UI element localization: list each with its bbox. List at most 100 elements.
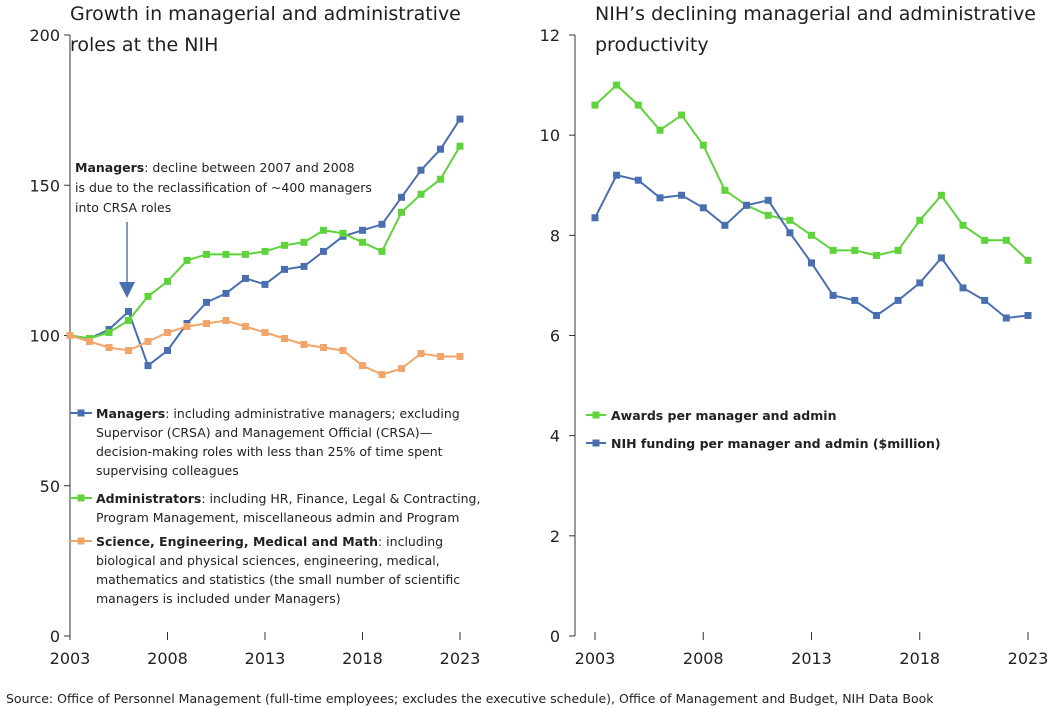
data-point-administrators bbox=[105, 329, 113, 336]
data-point-managers bbox=[300, 262, 308, 270]
data-point-administrators bbox=[437, 175, 444, 183]
x-tick-label: 2013 bbox=[245, 649, 286, 668]
data-point-science bbox=[105, 344, 113, 351]
annotation-line-3: into CRSA roles bbox=[75, 200, 171, 215]
legend-item-awards: Awards per manager and admin bbox=[586, 408, 836, 423]
data-point-administrators bbox=[417, 190, 425, 198]
data-point-science bbox=[359, 362, 366, 370]
y-tick-label: 0 bbox=[550, 627, 560, 646]
data-point-science bbox=[183, 323, 191, 330]
data-point-managers bbox=[281, 265, 288, 273]
legend-line: Science, Engineering, Medical and Math: … bbox=[96, 534, 443, 549]
y-axis-ticks: 0 2 4 6 8 10 12 bbox=[540, 26, 575, 646]
legend-line: decision-making roles with less than 25%… bbox=[96, 444, 443, 459]
series-funding bbox=[591, 171, 1032, 322]
data-point-managers bbox=[456, 115, 464, 123]
y-tick-label: 0 bbox=[50, 627, 60, 646]
data-point-administrators bbox=[339, 229, 347, 237]
data-point-funding bbox=[851, 296, 859, 304]
legend-item-administrators: Administrators: including HR, Finance, L… bbox=[70, 491, 480, 525]
data-point-managers bbox=[222, 289, 230, 297]
source-note: Source: Office of Personnel Management (… bbox=[6, 691, 934, 706]
legend-swatch-marker bbox=[592, 411, 600, 419]
data-point-science bbox=[222, 317, 230, 324]
legend-label: NIH funding per manager and admin ($mill… bbox=[611, 436, 941, 451]
data-point-administrators bbox=[456, 142, 464, 150]
chart-title-line-1: NIH’s declining managerial and administr… bbox=[595, 3, 1036, 25]
data-point-awards bbox=[916, 216, 924, 224]
data-point-administrators bbox=[398, 208, 405, 216]
data-point-science bbox=[86, 338, 93, 345]
data-point-managers bbox=[261, 280, 269, 288]
y-tick-label: 50 bbox=[40, 477, 60, 496]
annotation-arrow-head bbox=[119, 282, 135, 298]
data-point-science bbox=[164, 329, 171, 336]
legend-line: Program Management, miscellaneous admin … bbox=[96, 510, 459, 525]
legend-bold-label: Managers bbox=[96, 406, 165, 421]
data-point-administrators bbox=[222, 250, 230, 258]
data-point-science bbox=[281, 335, 288, 342]
data-point-administrators bbox=[281, 241, 288, 249]
data-point-science bbox=[261, 329, 269, 336]
data-point-managers bbox=[437, 145, 444, 153]
data-point-managers bbox=[125, 308, 132, 315]
data-point-awards bbox=[829, 246, 837, 254]
data-point-awards bbox=[591, 101, 599, 109]
data-point-managers bbox=[359, 226, 366, 234]
y-tick-label: 4 bbox=[550, 427, 560, 446]
data-point-administrators bbox=[183, 256, 191, 264]
legend-line: Managers: including administrative manag… bbox=[96, 406, 460, 421]
data-point-funding bbox=[634, 176, 642, 184]
data-point-managers bbox=[320, 247, 327, 255]
y-tick-label: 8 bbox=[550, 226, 560, 245]
data-point-funding bbox=[591, 214, 599, 222]
series-awards bbox=[591, 81, 1032, 264]
chart-title-line-2: roles at the NIH bbox=[70, 34, 218, 56]
data-point-administrators bbox=[125, 317, 132, 324]
legend-line: biological and physical sciences, engine… bbox=[96, 553, 440, 568]
data-point-administrators bbox=[242, 250, 249, 258]
legend-bold-label: Science, Engineering, Medical and Math bbox=[96, 534, 378, 549]
data-point-administrators bbox=[261, 247, 269, 255]
x-tick-label: 2018 bbox=[899, 649, 940, 668]
data-point-awards bbox=[959, 221, 967, 229]
legend-swatch-marker bbox=[77, 537, 85, 545]
data-point-administrators bbox=[359, 238, 366, 246]
x-axis-ticks: 2003 2008 2013 2018 2023 bbox=[575, 632, 1049, 668]
series-line-managers bbox=[69, 118, 461, 368]
x-tick-label: 2023 bbox=[1008, 649, 1049, 668]
data-point-administrators bbox=[320, 226, 327, 234]
data-point-science bbox=[378, 371, 386, 379]
legend-item-managers: Managers: including administrative manag… bbox=[70, 406, 460, 478]
legend-swatch-marker bbox=[592, 439, 600, 447]
data-point-funding bbox=[656, 194, 664, 202]
y-tick-label: 12 bbox=[540, 26, 560, 45]
data-point-administrators bbox=[378, 247, 386, 255]
y-tick-label: 6 bbox=[550, 327, 560, 346]
data-point-funding bbox=[786, 229, 794, 237]
data-point-awards bbox=[764, 211, 772, 219]
y-tick-label: 200 bbox=[29, 26, 60, 45]
data-point-funding bbox=[981, 296, 989, 304]
data-point-funding bbox=[916, 279, 924, 287]
legend-line: Administrators: including HR, Finance, L… bbox=[96, 491, 480, 506]
data-point-science bbox=[66, 332, 74, 339]
data-point-science bbox=[417, 350, 425, 357]
data-point-science bbox=[437, 353, 444, 360]
data-point-managers bbox=[417, 166, 425, 174]
data-point-science bbox=[300, 341, 308, 348]
annotation-line-2: is due to the reclassification of ~400 m… bbox=[75, 180, 372, 195]
data-point-funding bbox=[678, 191, 686, 199]
data-point-awards bbox=[873, 251, 880, 259]
data-point-science bbox=[339, 347, 347, 354]
data-point-funding bbox=[613, 171, 621, 179]
data-point-science bbox=[125, 347, 132, 354]
data-point-funding bbox=[764, 196, 772, 204]
legend-label: Awards per manager and admin bbox=[611, 408, 836, 423]
x-tick-label: 2003 bbox=[50, 649, 91, 668]
data-point-science bbox=[320, 344, 327, 351]
y-axis-ticks: 0 50 100 150 200 bbox=[29, 26, 70, 646]
data-point-awards bbox=[699, 141, 707, 149]
data-point-managers bbox=[164, 347, 171, 354]
